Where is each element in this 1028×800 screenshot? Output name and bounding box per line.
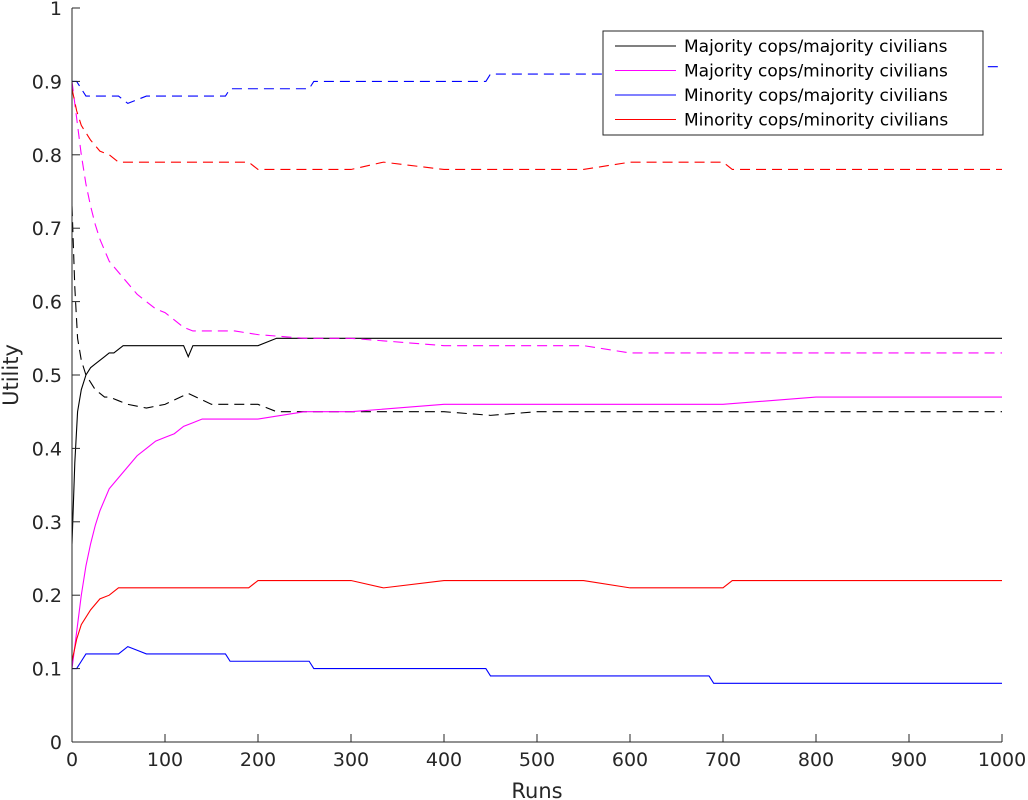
x-tick-label: 900: [891, 749, 927, 771]
plot-area: [72, 66, 1002, 684]
legend-box: [602, 30, 984, 136]
x-tick-label: 700: [705, 749, 741, 771]
ticks: 0 100 200 300 400 500 600 700 800 900 1000 0 0.1 0.2 0…: [32, 0, 1026, 771]
y-tick-label: 0.3: [32, 512, 62, 534]
x-tick-label: 300: [333, 749, 369, 771]
legend-label: Majority cops/minority civilians: [684, 62, 948, 82]
y-axis-label: Utility: [0, 344, 23, 406]
x-tick-label: 800: [798, 749, 834, 771]
y-tick-label: 0.9: [32, 71, 62, 93]
x-tick-label: 500: [519, 749, 555, 771]
legend-label: Minority cops/minority civilians: [684, 111, 948, 131]
series-line-3-solid: [72, 396, 1002, 669]
series-line-6-dashed: [72, 66, 1002, 105]
x-tick-label: 600: [612, 749, 648, 771]
series-line-5-solid: [72, 645, 1002, 684]
legend-label: Minority cops/majority civilians: [684, 86, 948, 106]
x-tick-label: 0: [66, 749, 78, 771]
series-line-4-dashed: [72, 81, 1002, 354]
y-tick-label: 0: [50, 732, 62, 754]
x-tick-label: 200: [240, 749, 276, 771]
y-tick-label: 0.7: [32, 218, 62, 240]
y-tick-label: 0.1: [32, 659, 62, 681]
x-tick-label: 100: [147, 749, 183, 771]
y-tick-label: 0.6: [32, 292, 62, 314]
series-line-1-solid: [72, 337, 1002, 544]
x-axis-label: Runs: [511, 779, 562, 800]
y-tick-label: 1: [50, 0, 62, 20]
series-line-8-dashed: [72, 88, 1002, 171]
series-line-2-dashed: [72, 206, 1002, 416]
y-tick-label: 0.2: [32, 585, 62, 607]
series-line-7-solid: [72, 579, 1002, 662]
legend: Majority cops/majority civilians Majority…: [602, 30, 984, 136]
x-tick-label: 1000: [978, 749, 1026, 771]
y-tick-label: 0.4: [32, 438, 62, 460]
legend-label: Majority cops/majority civilians: [684, 37, 948, 57]
y-tick-label: 0.8: [32, 145, 62, 167]
y-tick-label: 0.5: [32, 365, 62, 387]
x-tick-label: 400: [426, 749, 462, 771]
